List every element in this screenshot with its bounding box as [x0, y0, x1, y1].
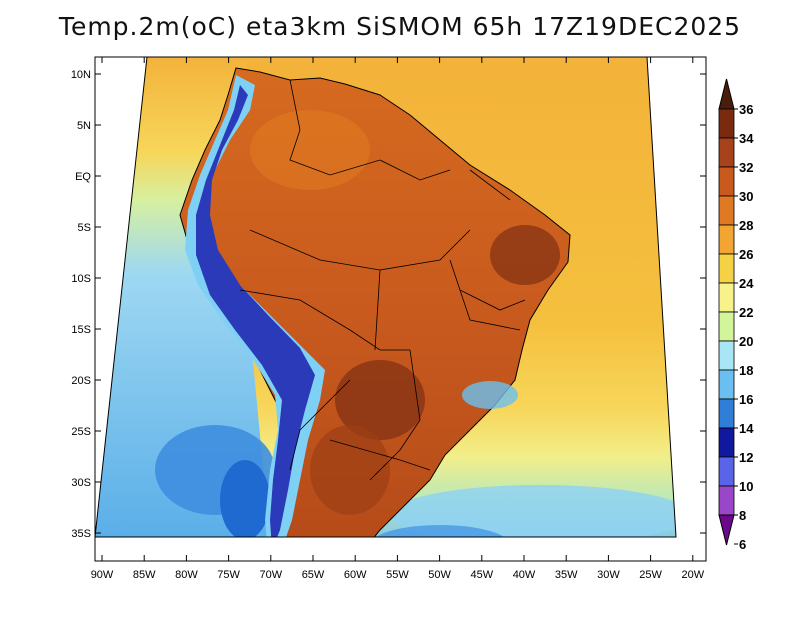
- colorbar-label: 20: [739, 334, 753, 349]
- lon-tick-label: 35W: [555, 569, 578, 581]
- colorbar-segment: [718, 340, 735, 371]
- lon-tick-label: 80W: [175, 569, 198, 581]
- map-field: [95, 57, 676, 537]
- colorbar-label: 24: [739, 276, 754, 291]
- colorbar-segment: [718, 195, 735, 226]
- lon-tick-label: 85W: [133, 569, 156, 581]
- colorbar-segment: [718, 253, 735, 284]
- colorbar-label: 22: [739, 305, 753, 320]
- northeast-hot-core: [490, 225, 560, 285]
- south-atlantic-cold: [370, 525, 510, 537]
- lon-tick-label: 40W: [513, 569, 536, 581]
- lat-tick-label: 5N: [77, 120, 91, 132]
- lon-tick-label: 70W: [259, 569, 282, 581]
- lon-tick-label: 45W: [470, 569, 493, 581]
- lat-tick-label: 10N: [71, 69, 91, 81]
- amazon-warm-patch: [250, 110, 370, 190]
- lat-tick-label: 15S: [71, 324, 91, 336]
- lat-tick-label: 10S: [71, 273, 91, 285]
- lon-tick-label: 25W: [639, 569, 662, 581]
- southeast-cool-patch: [462, 381, 518, 409]
- colorbar-label: 28: [739, 218, 753, 233]
- lon-tick-label: 30W: [597, 569, 620, 581]
- colorbar-label: 32: [739, 160, 753, 175]
- lon-tick-label: 65W: [302, 569, 325, 581]
- colorbar-segment: [718, 427, 735, 458]
- colorbar-max-arrow: [718, 78, 735, 110]
- chaco-hot-core: [335, 360, 425, 440]
- pampas-hot-core: [310, 425, 390, 515]
- colorbar-label: 26: [739, 247, 753, 262]
- lon-tick-label: 20W: [681, 569, 704, 581]
- lat-tick-label: 20S: [71, 375, 91, 387]
- political-borders: [239, 79, 526, 481]
- lon-tick-label: 50W: [428, 569, 451, 581]
- lat-tick-label: 5S: [78, 222, 91, 234]
- longitude-axis: 90W 85W 80W 75W 70W 65W 60W 55W 50W 45W 40W 35W 30W 2…: [91, 57, 705, 581]
- pacific-field: [95, 57, 270, 537]
- colorbar-segment: [718, 311, 735, 342]
- lon-tick-label: 90W: [91, 569, 114, 581]
- colorbar-min-arrow: [718, 514, 735, 546]
- andes-cordillera: [196, 85, 315, 537]
- lat-tick-label: EQ: [75, 171, 91, 183]
- colorbar-segment: [718, 398, 735, 429]
- colorbar-segment: [718, 166, 735, 197]
- colorbar-label: 10: [739, 479, 753, 494]
- colorbar-label: 16: [739, 392, 753, 407]
- lat-tick-label: 30S: [71, 477, 91, 489]
- colorbar-label: 18: [739, 363, 753, 378]
- colorbar-label: 12: [739, 450, 753, 465]
- lat-tick-label: 35S: [71, 528, 91, 540]
- colorbar-label: 34: [739, 131, 754, 146]
- colorbar: 36 34 32 30 28 26 24 22 20 18 16 14 12 10 8 6: [718, 78, 754, 552]
- lon-tick-label: 60W: [344, 569, 367, 581]
- lon-tick-label: 75W: [217, 569, 240, 581]
- colorbar-segment: [718, 224, 735, 255]
- colorbar-segment: [718, 456, 735, 487]
- colorbar-label: 14: [739, 421, 754, 436]
- pacific-cold-patch: [220, 460, 270, 537]
- axes-frame: [94, 56, 707, 562]
- colorbar-label: 30: [739, 189, 753, 204]
- colorbar-segment: [718, 137, 735, 168]
- lon-tick-label: 55W: [386, 569, 409, 581]
- colorbar-segment: [718, 108, 735, 139]
- colorbar-segment: [718, 282, 735, 313]
- colorbar-segment: [718, 369, 735, 400]
- colorbar-label: 6: [739, 537, 746, 552]
- lat-tick-label: 25S: [71, 426, 91, 438]
- colorbar-label: 36: [739, 102, 753, 117]
- latitude-axis: 10N 5N EQ 5S 10S 15S 20S 25S 30S 35S: [71, 69, 706, 540]
- colorbar-segment: [718, 485, 735, 516]
- colorbar-label: 8: [739, 508, 746, 523]
- map-title: Temp.2m(oC) eta3km SiSMOM 65h 17Z19DEC20…: [58, 12, 742, 41]
